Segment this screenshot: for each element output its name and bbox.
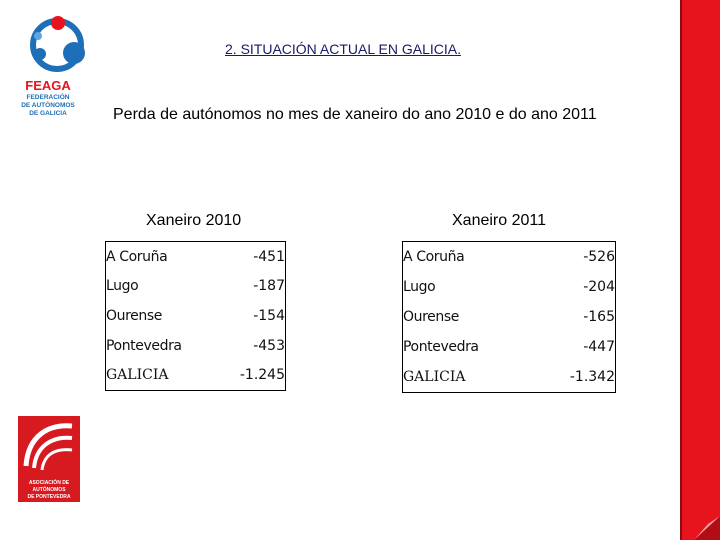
asociacion-logo-line-2: AUTÓNOMOS: [32, 485, 66, 493]
table-row: Lugo -204: [403, 272, 616, 302]
table-row: A Coruña -526: [403, 242, 616, 273]
value-cell: -447: [583, 338, 615, 355]
table-row: Ourense -165: [403, 302, 616, 332]
table-row-total: GALICIA -1.342: [403, 362, 616, 393]
table-row: A Coruña -451: [106, 242, 286, 272]
province-cell: Pontevedra: [403, 338, 479, 355]
province-cell: Lugo: [106, 278, 139, 295]
province-cell: A Coruña: [106, 248, 168, 265]
province-cell: Lugo: [403, 278, 436, 295]
page-title: 2. SITUACIÓN ACTUAL EN GALICIA.: [225, 41, 461, 57]
province-cell: GALICIA: [106, 367, 169, 384]
value-cell: -204: [583, 278, 615, 295]
asociacion-logo-line-3: DE PONTEVEDRA: [27, 494, 70, 500]
logo-line-1: FEDERACIÓN: [27, 92, 70, 101]
page-curl-icon: [694, 516, 720, 540]
feaga-logo: FEAGA FEDERACIÓN DE AUTÓNOMOS DE GALICIA: [21, 16, 85, 117]
value-cell: -1.245: [239, 367, 285, 384]
logo-line-2: DE AUTÓNOMOS: [21, 100, 75, 109]
right-red-bar-edge: [680, 0, 682, 540]
value-cell: -451: [253, 248, 285, 265]
table-row-total: GALICIA -1.245: [106, 360, 286, 390]
value-cell: -154: [253, 307, 285, 324]
heading-2010: Xaneiro 2010: [146, 212, 242, 229]
value-cell: -187: [253, 278, 285, 295]
value-cell: -165: [583, 308, 615, 325]
table-row: Pontevedra -453: [106, 331, 286, 361]
province-cell: Ourense: [403, 308, 459, 325]
value-cell: -1.342: [569, 368, 615, 385]
table-row: Lugo -187: [106, 272, 286, 302]
table-2011: A Coruña -526 Lugo -204 Ourense -165 Pon…: [402, 241, 616, 393]
province-cell: A Coruña: [403, 249, 465, 265]
table-2010: A Coruña -451 Lugo -187 Ourense -154 Pon…: [105, 241, 286, 391]
value-cell: -526: [583, 249, 615, 265]
value-cell: -453: [253, 337, 285, 354]
table-row: Ourense -154: [106, 301, 286, 331]
asociacion-logo-line-1: ASOCIACIÓN DE: [29, 478, 70, 486]
right-red-bar: [680, 0, 720, 540]
table-row: Pontevedra -447: [403, 332, 616, 362]
heading-2011: Xaneiro 2011: [452, 212, 546, 229]
asociacion-logo: ASOCIACIÓN DE AUTÓNOMOS DE PONTEVEDRA: [18, 416, 80, 502]
logo-acronym: FEAGA: [25, 78, 71, 93]
province-cell: GALICIA: [403, 368, 466, 385]
province-cell: Ourense: [106, 307, 162, 324]
page-subtitle: Perda de autónomos no mes de xaneiro do …: [113, 106, 597, 123]
province-cell: Pontevedra: [106, 337, 182, 354]
logo-line-3: DE GALICIA: [29, 110, 67, 117]
